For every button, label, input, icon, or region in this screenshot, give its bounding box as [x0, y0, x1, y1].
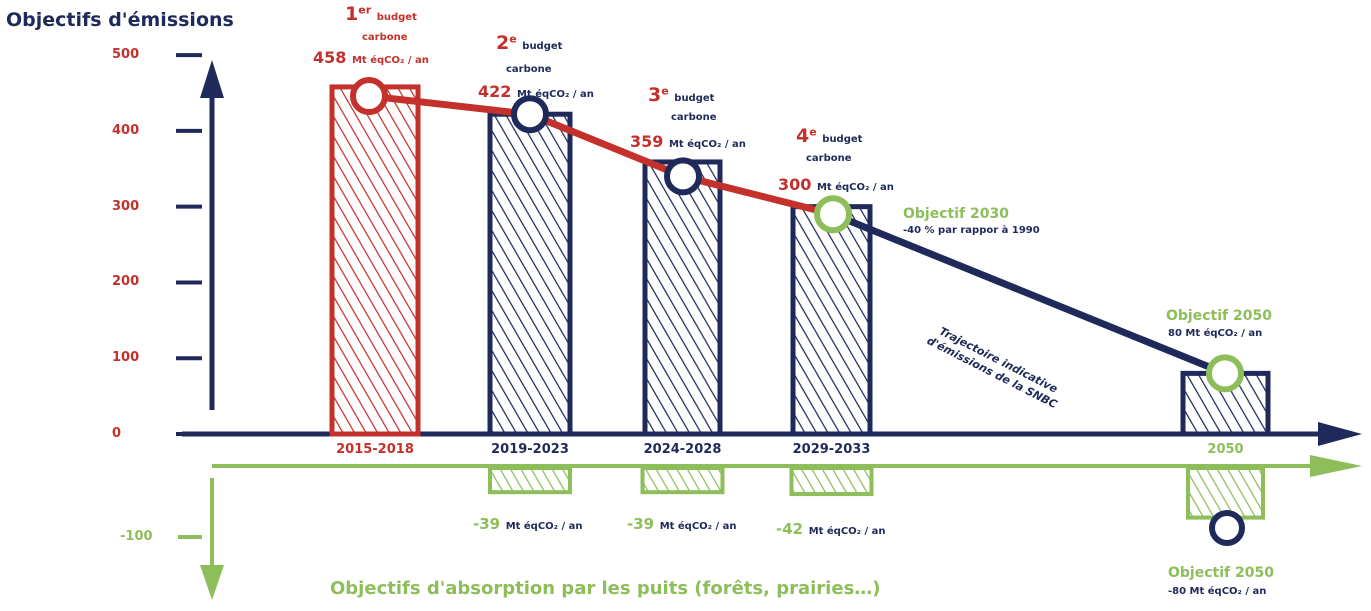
- absorption-bar: [789, 466, 874, 497]
- y-axis-arrowhead: [200, 60, 224, 98]
- budget-2-carbone: carbone: [506, 64, 552, 75]
- y-tick-label: 200: [112, 274, 140, 290]
- objectif-2030-text: -40 % par rappor à 1990: [903, 225, 1040, 236]
- trajectory-point: [1206, 354, 1244, 393]
- category-label: 2029-2033: [792, 442, 871, 457]
- budget-2-heading: 2e budget: [496, 32, 563, 54]
- emission-bar: [487, 111, 573, 437]
- budget-3-carbone: carbone: [671, 112, 717, 123]
- objectif-2050-text: 80 Mt éqCO₂ / an: [1168, 328, 1263, 339]
- trajectory-point: [511, 95, 549, 134]
- trajectory-line-2050: [831, 210, 1227, 377]
- sink-label-3: -42 Mt éqCO₂ / an: [776, 520, 886, 538]
- budget-1-value: 458 Mt éqCO₂ / an: [313, 48, 429, 67]
- y-tick-label: 300: [112, 198, 140, 214]
- y-tick-label: -100: [120, 529, 153, 544]
- trajectory-point: [664, 157, 702, 196]
- budget-4-value: 300 Mt éqCO₂ / an: [778, 175, 894, 194]
- y-tick-label: 500: [112, 47, 140, 63]
- budget-1-heading: 1er budget: [345, 3, 417, 25]
- y-tick-label: 400: [112, 122, 140, 138]
- trajectory-point: [814, 195, 852, 234]
- absorption-bar: [640, 466, 725, 495]
- category-label: 2024-2028: [643, 442, 722, 457]
- trajectory-point: [350, 77, 388, 116]
- budget-2-value: 422 Mt éqCO₂ / an: [478, 82, 594, 101]
- category-label: 2050: [1207, 442, 1244, 457]
- objectif-2030-title: Objectif 2030: [903, 206, 1009, 222]
- sink-label-1: -39 Mt éqCO₂ / an: [473, 515, 583, 533]
- category-label: 2015-2018: [336, 442, 414, 457]
- emission-bar: [329, 84, 421, 437]
- y-tick-label: 100: [112, 350, 140, 366]
- absorption-title: Objectifs d'absorption par les puits (fo…: [330, 578, 881, 599]
- budget-4-heading: 4e budget: [796, 125, 863, 147]
- emission-bar: [642, 159, 723, 437]
- emission-bar: [790, 204, 873, 437]
- budget-1-carbone: carbone: [362, 32, 408, 43]
- category-label: 2019-2023: [491, 442, 569, 457]
- absorption-bar: [488, 466, 572, 495]
- chart-title: Objectifs d'émissions: [6, 9, 234, 31]
- x-axis-arrowhead: [1318, 422, 1362, 446]
- objectif-2050-title: Objectif 2050: [1166, 308, 1272, 324]
- objectif-2050-puits-title: Objectif 2050: [1168, 565, 1274, 581]
- y-tick-label: 0: [112, 426, 122, 441]
- trajectory-line-budgets: [368, 92, 834, 218]
- sink-2050-point: [1209, 510, 1245, 546]
- budget-4-carbone: carbone: [806, 153, 852, 164]
- sink-label-2: -39 Mt éqCO₂ / an: [627, 515, 737, 533]
- budget-3-heading: 3e budget: [648, 84, 715, 106]
- x-axis-absorption-arrowhead: [1310, 455, 1362, 477]
- objectif-2050-puits-text: -80 Mt éqCO₂ / an: [1168, 586, 1267, 597]
- y-axis-absorption-arrowhead: [200, 565, 224, 600]
- budget-3-value: 359 Mt éqCO₂ / an: [630, 132, 746, 151]
